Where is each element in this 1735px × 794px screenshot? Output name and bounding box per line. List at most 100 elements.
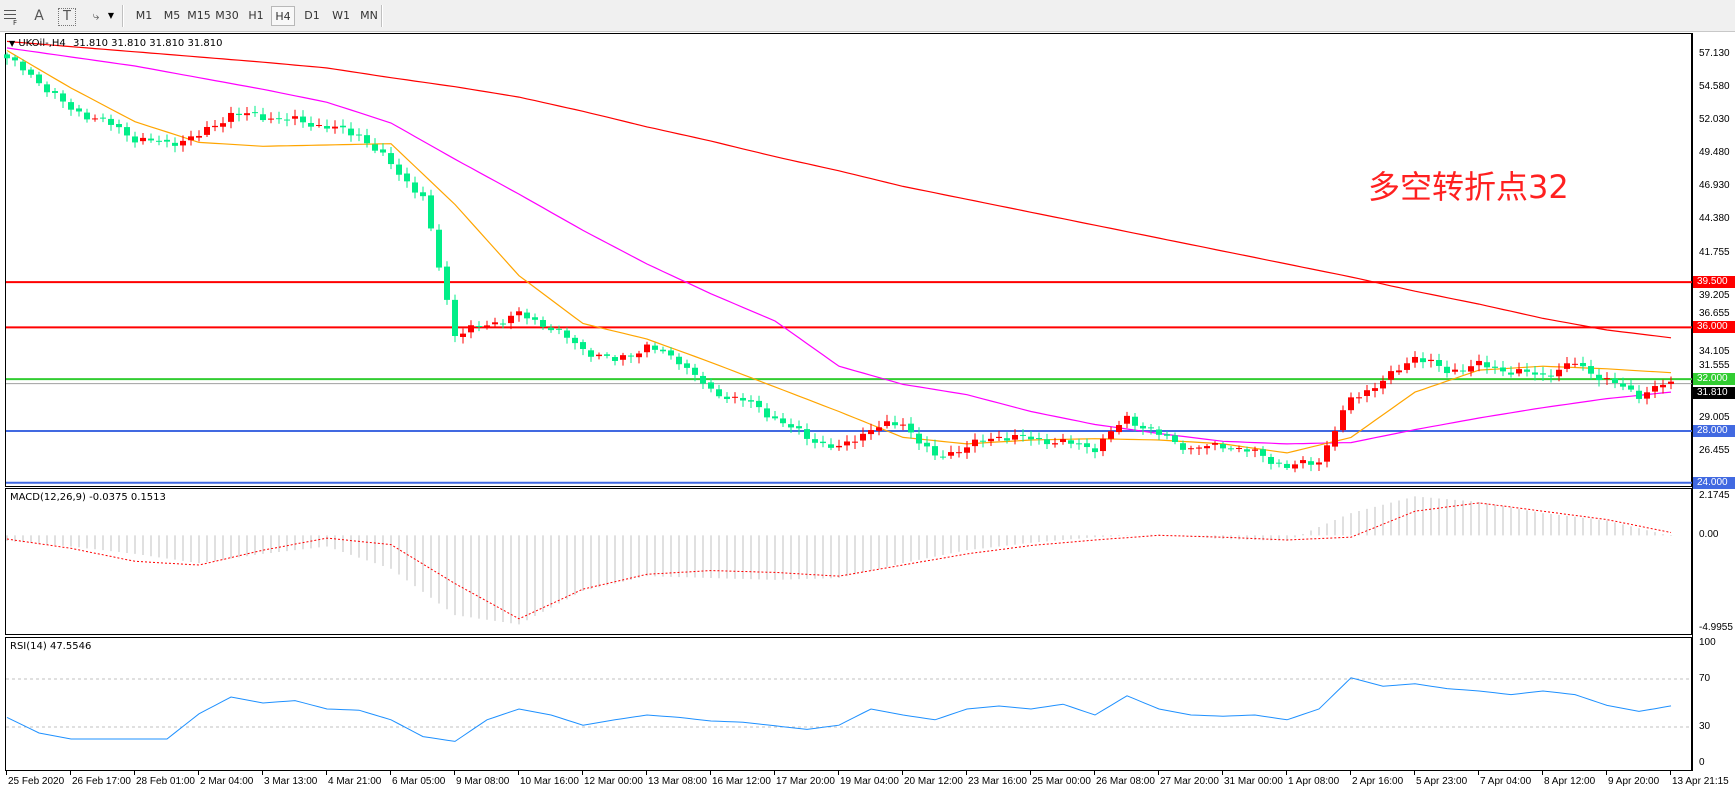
arrows-icon[interactable]: ⤷ xyxy=(92,9,100,23)
macd-panel[interactable] xyxy=(5,488,1692,635)
bull-candle xyxy=(1124,415,1130,424)
time-axis-label: 8 Apr 12:00 xyxy=(1544,776,1596,787)
macd-signal-line xyxy=(6,502,1672,620)
bear-candle xyxy=(780,418,786,424)
time-axis-tick xyxy=(1094,771,1095,775)
bear-candle xyxy=(500,323,506,325)
bull-candle xyxy=(852,441,858,443)
bear-candle xyxy=(1540,373,1546,375)
bear-candle xyxy=(1284,463,1290,468)
annotation-text[interactable]: 多空转折点32 xyxy=(1368,168,1569,206)
bear-candle xyxy=(148,138,154,141)
bear-candle xyxy=(308,122,314,127)
time-axis-label: 7 Apr 04:00 xyxy=(1480,776,1532,787)
rsi-axis-label: 30 xyxy=(1699,721,1711,732)
bull-candle xyxy=(636,353,642,358)
timeframe-m15-button[interactable]: M15 xyxy=(187,9,211,22)
bull-candle xyxy=(196,135,202,138)
bear-candle xyxy=(748,400,754,402)
bull-candle xyxy=(468,325,474,333)
bear-candle xyxy=(908,423,914,433)
time-axis-label: 1 Apr 08:00 xyxy=(1288,776,1340,787)
text-a-icon[interactable]: A xyxy=(34,8,44,24)
toolbar-separator xyxy=(122,5,124,27)
main-chart-panel[interactable] xyxy=(5,33,1692,487)
bear-candle xyxy=(300,116,306,123)
bull-candle xyxy=(460,333,466,337)
bear-candle xyxy=(812,439,818,443)
price-tick-label: 44.380 xyxy=(1699,212,1730,224)
toolbar-separator xyxy=(381,5,383,27)
bull-candle xyxy=(876,427,882,431)
bull-candle xyxy=(868,430,874,435)
grid-f-icon[interactable]: F xyxy=(3,6,19,27)
timeframe-w1-button[interactable]: W1 xyxy=(332,9,350,22)
bear-candle xyxy=(716,389,722,397)
dropdown-icon[interactable]: ▼ xyxy=(107,11,115,20)
bull-candle xyxy=(1572,363,1578,365)
bear-candle xyxy=(756,400,762,408)
collapse-arrow-icon[interactable]: ▼ xyxy=(9,39,16,48)
bear-candle xyxy=(372,144,378,151)
bear-candle xyxy=(604,354,610,356)
bull-candle xyxy=(204,126,210,135)
bear-candle xyxy=(428,195,434,229)
bear-candle xyxy=(452,299,458,337)
time-axis-label: 31 Mar 00:00 xyxy=(1224,776,1283,787)
level-price-label: 32.000 xyxy=(1693,373,1735,386)
time-axis-label: 26 Mar 08:00 xyxy=(1096,776,1155,787)
bear-candle xyxy=(4,54,10,59)
time-axis-tick xyxy=(198,771,199,775)
timeframe-mn-button[interactable]: MN xyxy=(360,9,378,22)
toolbar: F A T ⤷ ▼ M1 M5 M15 M30 H1 H4 D1 W1 MN xyxy=(0,0,1735,32)
time-axis-tick xyxy=(1350,771,1351,775)
timeframe-m30-button[interactable]: M30 xyxy=(215,9,239,22)
bull-candle xyxy=(1356,397,1362,399)
bear-candle xyxy=(1420,358,1426,363)
text-label-icon[interactable]: T xyxy=(58,8,76,26)
timeframe-h1-button[interactable]: H1 xyxy=(248,9,264,22)
bear-candle xyxy=(1132,416,1138,426)
bear-candle xyxy=(796,426,802,429)
bear-candle xyxy=(1044,439,1050,445)
time-axis-tick xyxy=(582,771,583,775)
bull-candle xyxy=(244,113,250,116)
time-axis-tick xyxy=(1222,771,1223,775)
bear-candle xyxy=(532,317,538,320)
time-axis-label: 25 Mar 00:00 xyxy=(1032,776,1091,787)
timeframe-m1-button[interactable]: M1 xyxy=(135,9,153,22)
bull-candle xyxy=(900,424,906,426)
bull-candle xyxy=(1316,462,1322,465)
bear-candle xyxy=(1068,440,1074,444)
price-tick-label: 52.030 xyxy=(1699,113,1730,125)
time-axis-label: 12 Mar 00:00 xyxy=(584,776,643,787)
bear-candle xyxy=(628,355,634,357)
timeframe-m5-button[interactable]: M5 xyxy=(163,9,181,22)
bear-candle xyxy=(12,57,18,61)
bull-candle xyxy=(844,441,850,446)
time-axis-label: 17 Mar 20:00 xyxy=(776,776,835,787)
bear-candle xyxy=(156,140,162,142)
time-axis-label: 13 Mar 08:00 xyxy=(648,776,707,787)
bear-candle xyxy=(1508,372,1514,375)
bull-candle xyxy=(1428,359,1434,362)
timeframe-h4-button[interactable]: H4 xyxy=(271,6,295,26)
level-price-label: 39.500 xyxy=(1693,276,1735,289)
bull-candle xyxy=(1332,431,1338,447)
bear-candle xyxy=(556,328,562,330)
bull-candle xyxy=(220,123,226,127)
bear-candle xyxy=(1092,448,1098,453)
time-axis-tick xyxy=(6,771,7,775)
bear-candle xyxy=(564,330,570,338)
timeframe-d1-button[interactable]: D1 xyxy=(304,9,320,22)
bear-candle xyxy=(132,136,138,143)
bear-candle xyxy=(100,117,106,119)
price-axis[interactable] xyxy=(1692,33,1693,771)
bear-candle xyxy=(52,91,58,93)
rsi-panel[interactable] xyxy=(5,637,1692,771)
bear-candle xyxy=(420,192,426,197)
svg-text:F: F xyxy=(13,19,17,26)
time-axis-label: 3 Mar 13:00 xyxy=(264,776,318,787)
price-tick-label: 49.480 xyxy=(1699,146,1730,158)
bear-candle xyxy=(388,153,394,165)
